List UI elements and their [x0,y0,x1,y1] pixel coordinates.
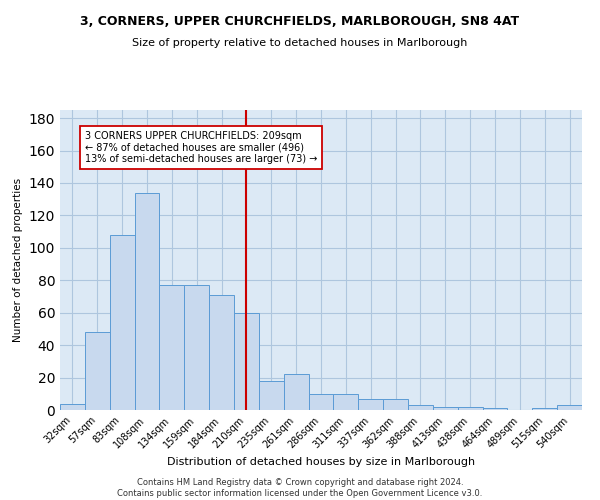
Bar [557,405,582,410]
Bar [532,408,557,410]
Bar [160,285,184,410]
Bar [482,408,508,410]
Bar [334,394,358,410]
Bar [358,398,383,410]
Bar [209,295,234,410]
Bar [234,312,259,410]
Bar [308,394,334,410]
Bar [184,285,209,410]
Bar [85,332,110,410]
Text: 3, CORNERS, UPPER CHURCHFIELDS, MARLBOROUGH, SN8 4AT: 3, CORNERS, UPPER CHURCHFIELDS, MARLBORO… [80,15,520,28]
Bar [383,398,408,410]
Bar [458,407,482,410]
X-axis label: Distribution of detached houses by size in Marlborough: Distribution of detached houses by size … [167,456,475,466]
Text: 3 CORNERS UPPER CHURCHFIELDS: 209sqm
← 87% of detached houses are smaller (496)
: 3 CORNERS UPPER CHURCHFIELDS: 209sqm ← 8… [85,131,317,164]
Bar [134,192,160,410]
Text: Size of property relative to detached houses in Marlborough: Size of property relative to detached ho… [133,38,467,48]
Bar [284,374,308,410]
Text: Contains HM Land Registry data © Crown copyright and database right 2024.
Contai: Contains HM Land Registry data © Crown c… [118,478,482,498]
Bar [60,404,85,410]
Y-axis label: Number of detached properties: Number of detached properties [13,178,23,342]
Bar [408,405,433,410]
Bar [110,235,134,410]
Bar [259,381,284,410]
Bar [433,407,458,410]
